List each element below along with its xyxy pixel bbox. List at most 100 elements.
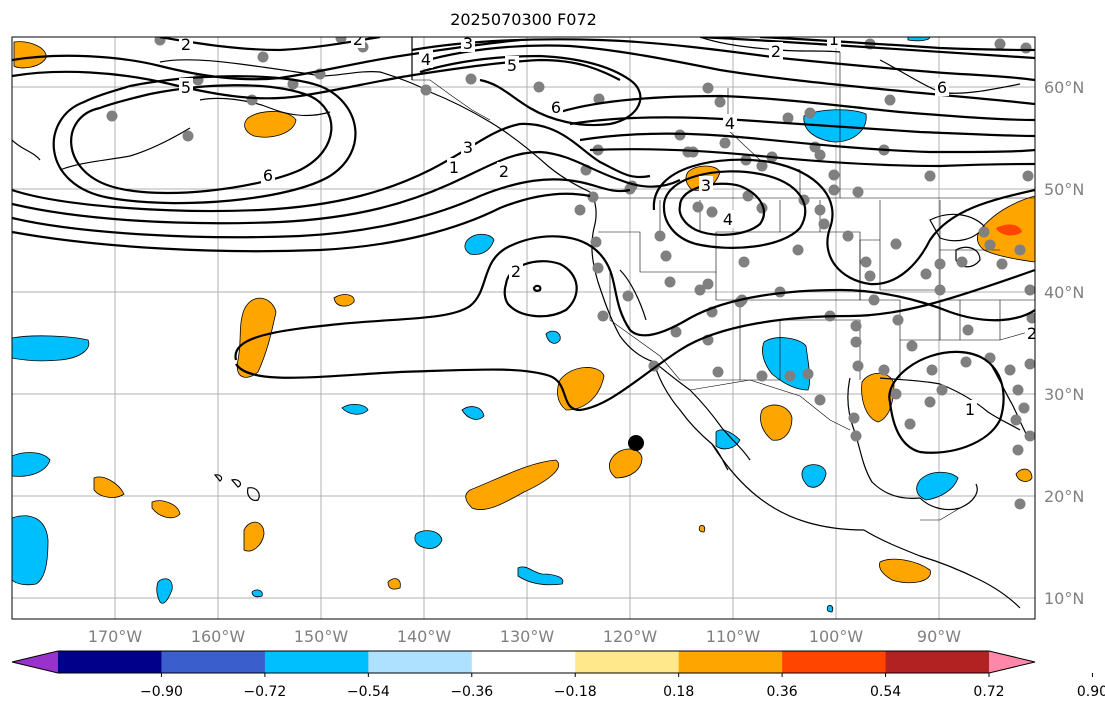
station-marker [868, 294, 880, 306]
station-marker [592, 262, 604, 274]
station-marker [890, 388, 902, 400]
station-marker [533, 81, 545, 93]
station-marker [1014, 498, 1026, 510]
station-marker [692, 201, 704, 213]
colorbar-tick-label: −0.90 [140, 684, 183, 700]
station-marker [1024, 430, 1035, 442]
contour-label: 4 [725, 114, 735, 133]
longitude-tick-label: 170°W [88, 627, 143, 646]
station-marker [860, 256, 872, 268]
colorbar-tick-label: 0.18 [663, 684, 694, 700]
station-marker [702, 278, 714, 290]
station-marker [420, 84, 432, 96]
colorbar-tick-label: −0.18 [554, 684, 597, 700]
station-marker [890, 238, 902, 250]
height-contours [12, 37, 1035, 454]
station-marker [590, 236, 602, 248]
station-marker [864, 270, 876, 282]
station-marker [660, 250, 672, 262]
latitude-tick-label: 30°N [1044, 385, 1084, 404]
longitude-tick-label: 140°W [397, 627, 452, 646]
colorbar-segment [678, 651, 783, 673]
colorbar-tick-label: 0.72 [973, 684, 1004, 700]
station-marker [920, 268, 932, 280]
contour-label: 2 [511, 262, 521, 281]
station-marker [664, 276, 676, 288]
station-marker [670, 326, 682, 338]
station-marker [814, 204, 826, 216]
station-marker [852, 186, 864, 198]
station-marker [792, 244, 804, 256]
contour-label: 6 [937, 78, 947, 97]
station-marker [154, 37, 166, 46]
station-marker [996, 258, 1008, 270]
station-marker [978, 226, 990, 238]
station-marker [742, 190, 754, 202]
colorbar-tick-label: −0.72 [243, 684, 286, 700]
station-marker [850, 336, 862, 348]
colorbar [11, 650, 1036, 674]
station-marker [818, 218, 830, 230]
contour-label: 2 [1027, 324, 1037, 343]
colorbar-segment [58, 651, 162, 673]
station-marker [852, 360, 864, 372]
longitude-tick-labels: 170°W 160°W 150°W 140°W 130°W 120°W 110°W 100°W… [88, 627, 961, 646]
latitude-tick-label: 60°N [1044, 78, 1084, 97]
station-marker [804, 107, 816, 119]
contour-label: 2 [353, 30, 363, 49]
colorbar-outline [11, 650, 1036, 674]
station-marker [694, 284, 706, 296]
station-marker [648, 360, 660, 372]
contour-label: 2 [499, 162, 509, 181]
station-marker [1024, 284, 1035, 296]
station-marker [962, 324, 974, 336]
station-marker [1024, 358, 1035, 370]
station-marker [828, 184, 840, 196]
latitude-tick-label: 10°N [1044, 589, 1084, 608]
station-marker [892, 314, 904, 326]
station-marker [756, 160, 768, 172]
highlight-point-marker [628, 435, 644, 451]
station-marker [934, 258, 946, 270]
station-marker [828, 169, 840, 181]
station-marker [106, 110, 118, 122]
colorbar-segment [161, 651, 266, 673]
station-marker [287, 78, 299, 90]
station-marker [924, 170, 936, 182]
station-marker [622, 290, 634, 302]
colorbar-extend-max [989, 651, 1035, 673]
colorbar-tick-labels: −0.90 −0.72 −0.54 −0.36 −0.18 0.18 0.36 0.54 0.7… [140, 673, 1105, 700]
contour-label: 2 [771, 42, 781, 61]
station-marker [719, 137, 731, 149]
longitude-tick-label: 120°W [603, 627, 658, 646]
contour-label: 6 [263, 166, 273, 185]
station-marker [257, 51, 269, 63]
longitude-tick-label: 90°W [917, 627, 961, 646]
contour-label: 1 [829, 30, 839, 49]
station-marker [848, 412, 860, 424]
contour-label: 3 [463, 34, 473, 53]
negative-anomaly-areas [12, 37, 959, 613]
colorbar-tick-label: 0.54 [870, 684, 901, 700]
longitude-tick-label: 100°W [809, 627, 864, 646]
colorbar-segment [885, 651, 990, 673]
station-marker [714, 96, 726, 108]
colorbar-tick-label: −0.36 [450, 684, 493, 700]
colorbar-tick-label: 0.36 [767, 684, 798, 700]
station-marker [706, 206, 718, 218]
contour-label: 4 [723, 210, 733, 229]
colorbar-segment [264, 651, 369, 673]
station-marker [1018, 402, 1030, 414]
station-marker [674, 129, 686, 141]
contour-label: 1 [449, 158, 459, 177]
station-marker [587, 191, 599, 203]
map-title: 2025070300 F072 [450, 10, 597, 29]
longitude-tick-label: 130°W [500, 627, 555, 646]
latitude-tick-label: 40°N [1044, 283, 1084, 302]
station-marker [1012, 444, 1024, 456]
station-marker [924, 396, 936, 408]
contour-label: 6 [551, 98, 561, 117]
colorbar-segment [575, 651, 680, 673]
station-marker [926, 364, 938, 376]
